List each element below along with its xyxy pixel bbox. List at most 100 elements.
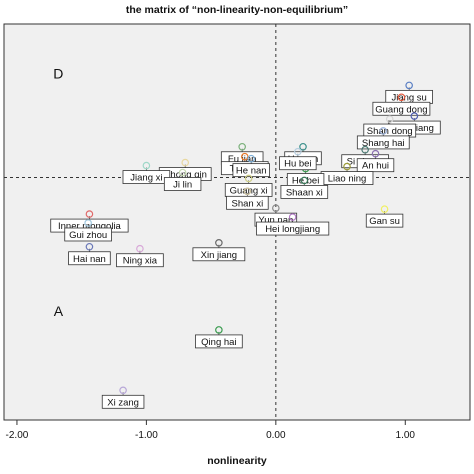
x-tick-label: 0.00: [266, 430, 286, 441]
scatter-point: [142, 161, 151, 170]
scatter-point: [361, 145, 369, 154]
point-label-box: [68, 251, 111, 266]
point-label-box: [195, 334, 243, 349]
scatter-point: [215, 238, 223, 247]
point-label: Shaan xi: [286, 187, 323, 198]
scatter-point-group: Jiang xi: [122, 161, 171, 184]
point-label: Hu bei: [284, 159, 311, 170]
scatter-point: [240, 152, 249, 161]
scatter-point-group: Shang hai: [356, 127, 410, 150]
x-axis-label: nonlinearity: [207, 455, 267, 467]
point-label: Inner mongolia: [58, 221, 122, 232]
point-label: Gan su: [369, 216, 400, 227]
point-label: Ning xia: [123, 256, 158, 267]
scatter-point: [385, 115, 394, 123]
scatter-point-group: Guang dong: [372, 93, 431, 116]
point-label: Jiang xi: [130, 173, 162, 184]
quadrant-label: D: [53, 65, 63, 81]
point-label-box: [192, 247, 246, 262]
scatter-point: [294, 147, 302, 156]
scatter-point: [181, 158, 190, 167]
scatter-point: [288, 213, 297, 221]
scatter-point: [215, 326, 223, 334]
point-label-box: [356, 158, 395, 173]
scatter-point-group: Qing hai: [195, 326, 243, 349]
scatter-point: [244, 174, 253, 183]
scatter-point: [379, 127, 388, 135]
point-label-box: [101, 394, 145, 409]
quadrant-label: A: [54, 303, 64, 319]
scatter-point: [85, 210, 94, 218]
point-label: He bei: [292, 176, 319, 187]
scatter-point-group: He bei: [286, 164, 325, 187]
point-label: Ji lin: [173, 180, 192, 191]
point-label-box: [163, 177, 202, 191]
scatter-point: [410, 112, 419, 120]
chart-title: the matrix of “non-linearity-non-equilib…: [125, 4, 349, 16]
scatter-point: [397, 93, 406, 102]
point-label: Guang dong: [375, 104, 427, 115]
point-label: He nan: [236, 166, 267, 177]
point-label-box: [279, 156, 317, 171]
point-label: Xi zang: [107, 397, 139, 408]
point-label-box: [280, 185, 329, 199]
point-label: Hai nan: [73, 254, 106, 265]
point-label: Yun nan: [258, 215, 293, 226]
scatter-point: [300, 176, 309, 185]
point-label: Shan dong: [367, 126, 413, 137]
point-label: Liao ning: [328, 174, 367, 185]
scatter-point-group: An hui: [356, 149, 395, 173]
point-label-box: [256, 221, 330, 236]
scatter-point-group: Shan xi: [226, 187, 269, 210]
x-tick-label: -1.00: [135, 430, 158, 441]
scatter-point: [405, 81, 413, 90]
scatter-point-group: Hu bei: [279, 147, 317, 171]
x-axis: -2.00 -1.00 0.00 1.00: [6, 420, 416, 441]
point-label: Hei longjiang: [265, 224, 320, 235]
point-label-box: [365, 213, 404, 228]
scatter-point-group: Gui zhou: [64, 219, 112, 242]
scatter-point-group: Hei longjiang: [256, 213, 330, 236]
point-label-box: [356, 135, 410, 150]
point-label: Guang xi: [230, 185, 268, 196]
scatter-point: [247, 154, 256, 163]
scatter-point-group: Shaan xi: [280, 176, 329, 199]
point-label: Gui zhou: [69, 230, 107, 241]
x-tick-label: -2.00: [6, 430, 29, 441]
point-label-box: [64, 227, 112, 242]
scatter-point: [238, 142, 246, 151]
scatter-point: [371, 149, 380, 158]
scatter-point: [272, 204, 280, 212]
scatter-point: [343, 162, 351, 171]
scatter-point: [243, 187, 252, 196]
scatter-point-group: Xin jiang: [192, 238, 246, 262]
point-label: Xin jiang: [201, 250, 237, 261]
point-label: An hui: [362, 161, 389, 172]
point-label-box: [226, 195, 269, 210]
scatter-point: [85, 242, 94, 251]
scatter-point-group: Hai nan: [68, 242, 111, 266]
point-label: Shan xi: [232, 198, 264, 209]
scatter-point-group: He nan: [232, 154, 270, 178]
scatter-point: [380, 205, 389, 213]
scatter-point: [299, 142, 307, 151]
point-label-box: [116, 253, 164, 268]
quadrant-labels: DA: [53, 65, 63, 319]
scatter-point: [84, 219, 92, 227]
point-label: Qing hai: [201, 337, 236, 348]
scatter-point-group: Xi zang: [101, 386, 145, 409]
point-label-box: [122, 170, 171, 184]
scatter-point-group: Jiang su: [385, 81, 433, 104]
scatter-point: [136, 244, 144, 253]
scatter-point-group: Ji lin: [163, 168, 202, 191]
scatter-point-group: Ning xia: [116, 244, 164, 268]
scatter-point: [178, 168, 187, 177]
scatter-point: [119, 386, 127, 395]
point-label: Jiang su: [391, 92, 426, 103]
scatter-point-group: Gan su: [365, 205, 404, 228]
point-label-box: [372, 101, 431, 116]
x-tick-label: 1.00: [396, 430, 416, 441]
point-label: Shang hai: [362, 138, 405, 149]
